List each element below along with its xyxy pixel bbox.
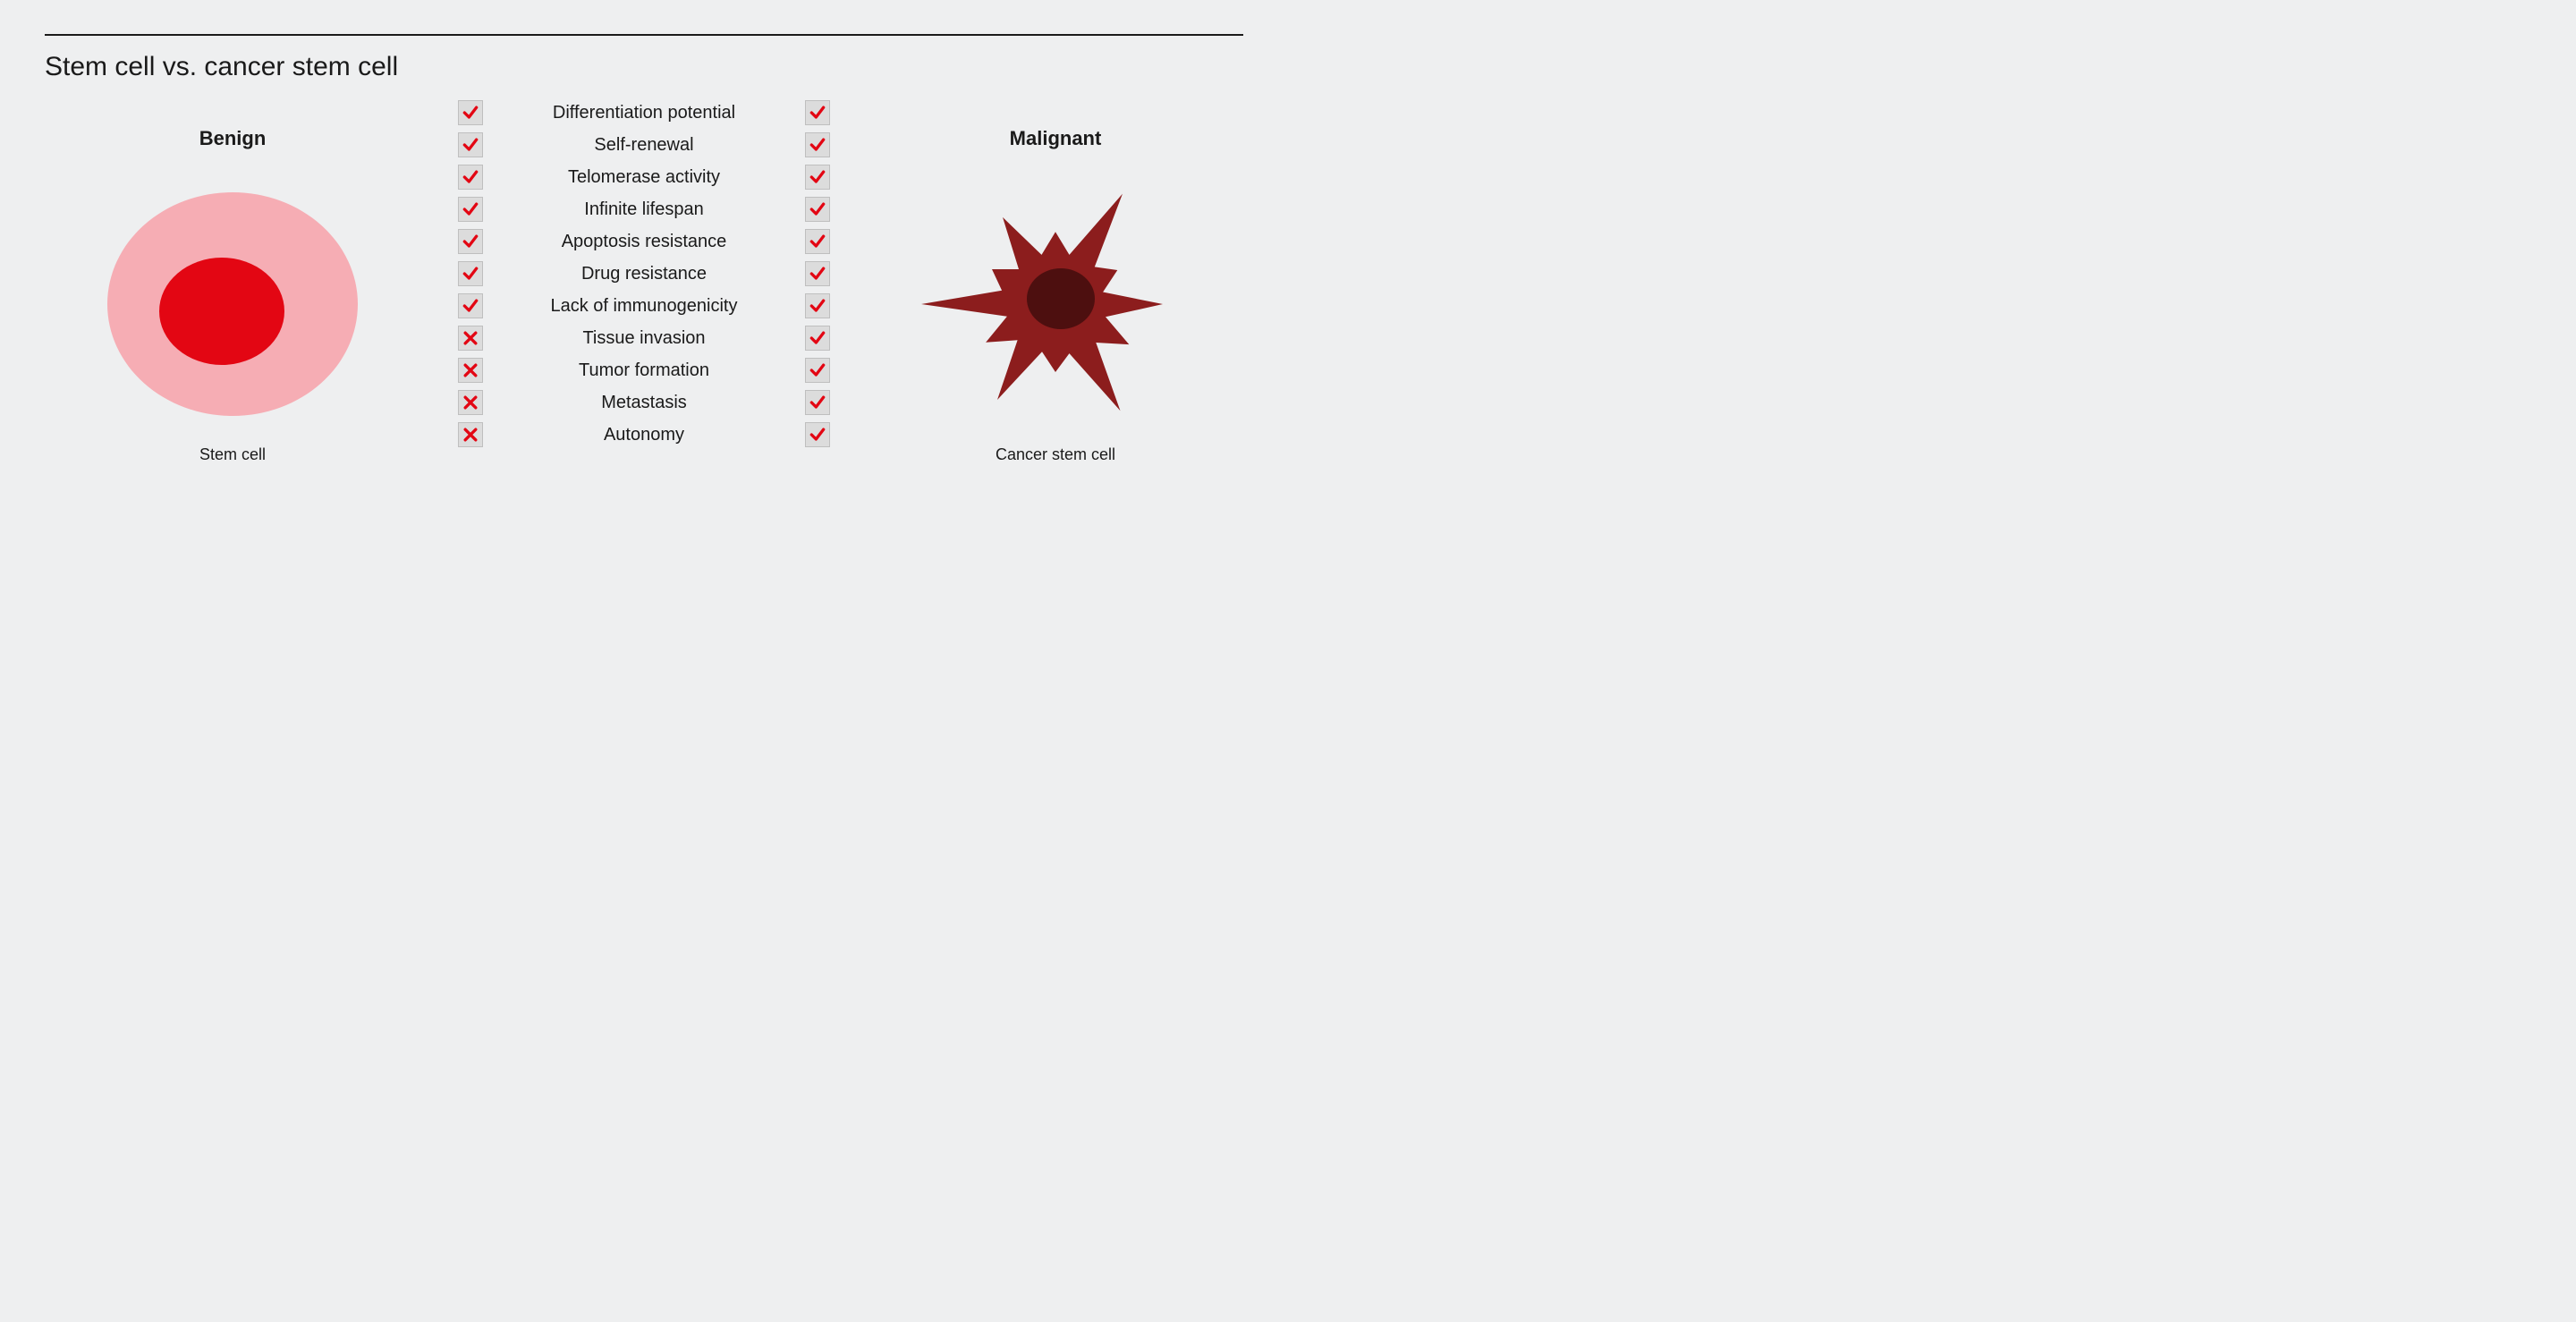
check-icon — [805, 229, 830, 254]
comparison-content: Benign Stem cell Differentiation potenti… — [45, 127, 1243, 464]
benign-heading: Benign — [199, 127, 267, 150]
check-icon — [805, 197, 830, 222]
page-title: Stem cell vs. cancer stem cell — [45, 52, 1243, 82]
cross-icon — [458, 358, 483, 383]
benign-panel: Benign Stem cell — [72, 127, 394, 464]
check-icon — [805, 132, 830, 157]
property-label: Autonomy — [510, 425, 778, 445]
property-label: Lack of immunogenicity — [510, 296, 778, 317]
check-icon — [805, 422, 830, 447]
property-label: Metastasis — [510, 393, 778, 413]
benign-cell-graphic — [98, 179, 367, 429]
check-icon — [458, 165, 483, 190]
property-label: Tissue invasion — [510, 328, 778, 349]
check-icon — [805, 293, 830, 318]
check-icon — [458, 132, 483, 157]
property-label: Tumor formation — [510, 360, 778, 381]
check-icon — [458, 261, 483, 286]
check-icon — [805, 100, 830, 125]
check-icon — [458, 100, 483, 125]
property-label: Infinite lifespan — [510, 199, 778, 220]
check-icon — [458, 197, 483, 222]
properties-table: Differentiation potential Self-renewal Tel… — [453, 100, 835, 447]
stem-cell-icon — [98, 183, 367, 425]
check-icon — [805, 326, 830, 351]
check-icon — [458, 229, 483, 254]
malignant-heading: Malignant — [1010, 127, 1102, 150]
check-icon — [458, 293, 483, 318]
cross-icon — [458, 326, 483, 351]
check-icon — [805, 165, 830, 190]
property-label: Apoptosis resistance — [510, 232, 778, 252]
property-label: Drug resistance — [510, 264, 778, 284]
top-rule — [45, 34, 1243, 36]
check-icon — [805, 390, 830, 415]
malignant-panel: Malignant Cancer stem cell — [894, 127, 1216, 464]
cancer-stem-cell-icon — [912, 179, 1199, 429]
malignant-cell-graphic — [912, 179, 1199, 429]
malignant-caption: Cancer stem cell — [996, 445, 1115, 464]
check-icon — [805, 358, 830, 383]
cross-icon — [458, 422, 483, 447]
property-label: Telomerase activity — [510, 167, 778, 188]
property-label: Differentiation potential — [510, 103, 778, 123]
property-label: Self-renewal — [510, 135, 778, 156]
check-icon — [805, 261, 830, 286]
benign-caption: Stem cell — [199, 445, 266, 464]
cross-icon — [458, 390, 483, 415]
